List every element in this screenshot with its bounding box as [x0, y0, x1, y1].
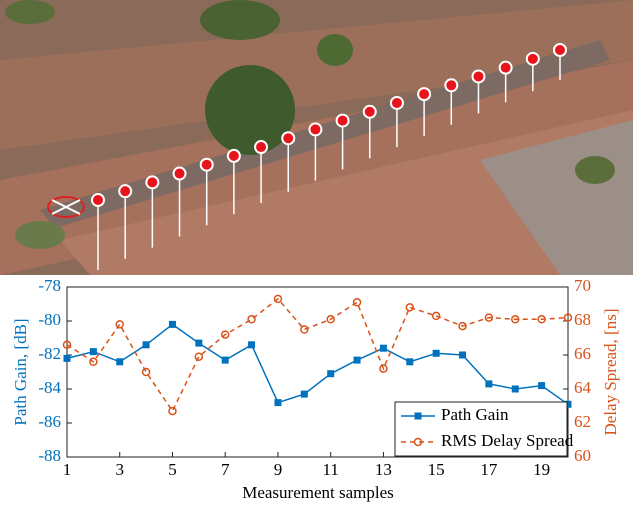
- point: [301, 326, 308, 333]
- marker-dot: [282, 132, 294, 144]
- marker-dot: [527, 53, 539, 65]
- point: [407, 359, 413, 365]
- marker-dot: [119, 185, 131, 197]
- tree: [5, 0, 55, 24]
- series-line: [67, 324, 568, 404]
- point: [248, 316, 255, 323]
- x-tick-label: 1: [63, 460, 72, 479]
- point: [539, 383, 545, 389]
- y2-tick-label: 70: [574, 276, 591, 295]
- marker-dot: [500, 62, 512, 74]
- y-tick-label: -82: [38, 344, 61, 363]
- x-tick-label: 13: [375, 460, 392, 479]
- point: [116, 321, 123, 328]
- x-tick-label: 19: [533, 460, 550, 479]
- point: [301, 391, 307, 397]
- point: [196, 340, 202, 346]
- marker-dot: [337, 115, 349, 127]
- legend-marker: [415, 413, 421, 419]
- point: [195, 353, 202, 360]
- marker-dot: [364, 106, 376, 118]
- point: [328, 371, 334, 377]
- y-tick-label: -84: [38, 378, 61, 397]
- y-tick-label: -78: [38, 276, 61, 295]
- x-tick-label: 5: [168, 460, 177, 479]
- point: [354, 299, 361, 306]
- tree: [575, 156, 615, 184]
- marker-dot: [418, 88, 430, 100]
- point: [249, 342, 255, 348]
- tree: [317, 34, 353, 66]
- legend-label: RMS Delay Spread: [441, 431, 574, 450]
- y-axis-label: Path Gain, [dB]: [11, 318, 30, 425]
- figure: Measurement samples Path Gain, [dB] Dela…: [0, 0, 633, 508]
- x-tick-label: 3: [115, 460, 124, 479]
- marker-dot: [472, 70, 484, 82]
- y2-tick-label: 62: [574, 412, 591, 431]
- point: [486, 381, 492, 387]
- y-tick-label: -86: [38, 412, 61, 431]
- legend-label: Path Gain: [441, 405, 509, 424]
- point: [169, 321, 175, 327]
- marker-dot: [92, 194, 104, 206]
- page: {"chart_data": {"type": "line", "xlabel"…: [0, 0, 633, 513]
- series-line: [67, 299, 568, 411]
- point: [354, 357, 360, 363]
- x-tick-label: 7: [221, 460, 230, 479]
- x-tick-label: 15: [428, 460, 445, 479]
- marker-dot: [391, 97, 403, 109]
- marker-dot: [255, 141, 267, 153]
- point: [117, 359, 123, 365]
- point: [512, 386, 518, 392]
- point: [90, 349, 96, 355]
- y-tick-label: -80: [38, 310, 61, 329]
- point: [460, 352, 466, 358]
- x-tick-label: 11: [322, 460, 338, 479]
- point: [143, 369, 150, 376]
- x-tick-label: 17: [480, 460, 498, 479]
- tree: [15, 221, 65, 249]
- x-axis-label: Measurement samples: [242, 483, 394, 502]
- x-tick-label: 9: [274, 460, 283, 479]
- point: [433, 350, 439, 356]
- marker-dot: [445, 79, 457, 91]
- marker-dot: [146, 176, 158, 188]
- point: [143, 342, 149, 348]
- point: [406, 304, 413, 311]
- point: [222, 357, 228, 363]
- y2-tick-label: 64: [574, 378, 592, 397]
- y2-axis-label: Delay Spread, [ns]: [601, 309, 620, 436]
- marker-dot: [228, 150, 240, 162]
- marker-dot: [309, 123, 321, 135]
- tree: [200, 0, 280, 40]
- marker-dot: [174, 168, 186, 180]
- point: [380, 345, 386, 351]
- marker-dot: [201, 159, 213, 171]
- tree: [205, 65, 295, 155]
- marker-dot: [554, 44, 566, 56]
- y2-tick-label: 60: [574, 446, 591, 465]
- aerial-photo: [0, 0, 633, 275]
- point: [169, 408, 176, 415]
- y-tick-label: -88: [38, 446, 61, 465]
- point: [64, 355, 70, 361]
- y2-tick-label: 66: [574, 344, 591, 363]
- point: [275, 400, 281, 406]
- y2-tick-label: 68: [574, 310, 591, 329]
